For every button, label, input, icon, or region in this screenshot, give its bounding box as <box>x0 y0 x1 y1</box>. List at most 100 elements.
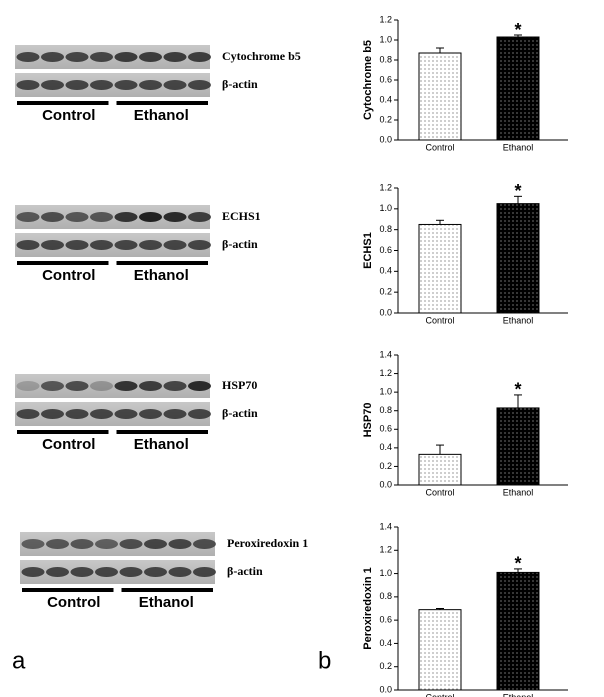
blot-band <box>65 212 89 222</box>
blot-band <box>144 567 167 577</box>
blot-band <box>16 52 40 62</box>
blot-band <box>114 212 138 222</box>
panel-label: a <box>12 647 26 674</box>
group-label: Ethanol <box>134 436 189 453</box>
blot-band <box>90 381 113 391</box>
blot-label: β-actin <box>222 406 258 420</box>
annotation: * <box>514 181 521 201</box>
blot-band <box>41 80 64 90</box>
blot-band <box>163 240 187 250</box>
x-tick-label: Control <box>425 142 454 152</box>
y-tick-label: 1.0 <box>379 387 392 397</box>
group-label: Ethanol <box>139 594 194 611</box>
blot-band <box>46 539 69 549</box>
blot-band <box>41 240 64 250</box>
bar <box>418 223 462 314</box>
y-tick-label: 1.2 <box>379 545 392 555</box>
y-tick-label: 0.2 <box>379 661 392 671</box>
group-label: Control <box>42 436 95 453</box>
blot-band <box>188 52 211 62</box>
y-tick-label: 0.4 <box>379 94 392 104</box>
blot-band <box>16 212 40 222</box>
group-bar <box>116 101 208 105</box>
y-tick-label: 0.6 <box>379 74 392 84</box>
x-tick-label: Control <box>425 692 454 697</box>
y-tick-label: 1.2 <box>379 14 392 24</box>
blot-band <box>95 567 118 577</box>
blot-band <box>163 381 187 391</box>
x-tick-label: Ethanol <box>503 487 534 497</box>
blot-band <box>188 212 211 222</box>
blot-label: β-actin <box>222 237 258 251</box>
y-tick-label: 0.6 <box>379 424 392 434</box>
blot-band <box>41 52 64 62</box>
y-tick-label: 0.2 <box>379 287 392 297</box>
group-bar <box>116 261 208 265</box>
blot-band <box>114 240 138 250</box>
blot-band <box>139 240 162 250</box>
bar <box>496 203 540 314</box>
blot-band <box>188 240 211 250</box>
group-bar <box>17 430 109 434</box>
y-tick-label: 0.4 <box>379 266 392 276</box>
blot-band <box>144 539 167 549</box>
blot-band <box>70 567 94 577</box>
y-axis-label: ECHS1 <box>362 232 374 269</box>
group-bar <box>22 588 114 592</box>
group-bar <box>121 588 213 592</box>
blot-band <box>168 539 192 549</box>
blot-band <box>65 409 89 419</box>
y-axis-label: Cytochrome b5 <box>362 40 374 120</box>
blot-label: Peroxiredoxin 1 <box>227 536 308 550</box>
y-tick-label: 0.2 <box>379 461 392 471</box>
blot-band <box>16 240 40 250</box>
y-tick-label: 0.0 <box>379 684 392 694</box>
blot-band <box>16 80 40 90</box>
x-tick-label: Ethanol <box>503 142 534 152</box>
group-label: Control <box>42 107 95 124</box>
blot-band <box>139 409 162 419</box>
y-tick-label: 0.8 <box>379 54 392 64</box>
blot-band <box>188 381 211 391</box>
y-tick-label: 0.4 <box>379 638 392 648</box>
group-bar <box>116 430 208 434</box>
y-tick-label: 1.2 <box>379 368 392 378</box>
blot-band <box>139 52 162 62</box>
y-tick-label: 0.6 <box>379 615 392 625</box>
blot-band <box>114 52 138 62</box>
blot-band <box>119 567 143 577</box>
blot-band <box>70 539 94 549</box>
blot-band <box>114 409 138 419</box>
blot-band <box>114 381 138 391</box>
annotation: * <box>514 554 521 574</box>
bar <box>418 609 462 691</box>
blot-band <box>114 80 138 90</box>
blot-band <box>119 539 143 549</box>
y-tick-label: 0.2 <box>379 114 392 124</box>
bar <box>496 571 540 691</box>
blot-label: β-actin <box>227 564 263 578</box>
x-tick-label: Ethanol <box>503 315 534 325</box>
y-tick-label: 0.8 <box>379 405 392 415</box>
blot-label: ECHS1 <box>222 209 261 223</box>
blot-band <box>163 409 187 419</box>
blot-label: β-actin <box>222 77 258 91</box>
panel-label: b <box>318 647 331 674</box>
blot-band <box>163 212 187 222</box>
group-label: Control <box>42 267 95 284</box>
blot-band <box>163 52 187 62</box>
y-tick-label: 1.4 <box>379 349 392 359</box>
y-tick-label: 1.0 <box>379 568 392 578</box>
y-tick-label: 1.4 <box>379 521 392 531</box>
blot-band <box>163 80 187 90</box>
blot-band <box>41 381 64 391</box>
group-bar <box>17 261 109 265</box>
blot-band <box>90 240 113 250</box>
blot-label: HSP70 <box>222 378 257 392</box>
y-tick-label: 0.0 <box>379 479 392 489</box>
blot-label: Cytochrome b5 <box>222 49 301 63</box>
blot-band <box>41 212 64 222</box>
y-tick-label: 0.6 <box>379 245 392 255</box>
y-tick-label: 0.8 <box>379 224 392 234</box>
blot-band <box>90 52 113 62</box>
